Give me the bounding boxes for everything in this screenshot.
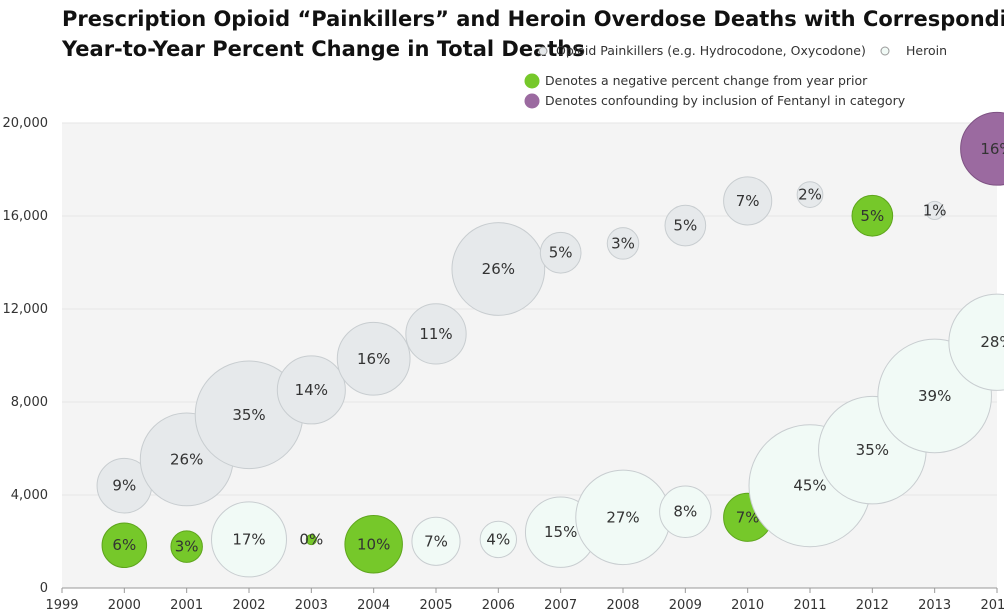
opioid-bubble-label-2006: 26% [482, 260, 515, 278]
heroin-bubble-2002 [211, 501, 287, 578]
series-opioid: 9% 26% 35% 14% 16% 11% 26% 5% 3% 5% 7% 2% 5% 1% 16% [96, 111, 1004, 514]
heroin-bubble-label-2007: 15% [544, 523, 577, 541]
heroin-bubble-label-2008: 27% [606, 508, 639, 526]
heroin-bubble-label-2014: 28% [980, 333, 1004, 351]
x-tick-label: 2002 [232, 598, 265, 613]
heroin-bubble-2014 [948, 293, 1004, 391]
heroin-bubble-label-2011: 45% [793, 477, 826, 495]
x-tick-label: 2006 [482, 598, 515, 613]
opioid-bubble-2014 [960, 111, 1004, 186]
x-tick-label: 2004 [357, 598, 390, 613]
x-tick-label: 2001 [170, 598, 203, 613]
heroin-bubble-label-2010: 7% [736, 508, 760, 526]
legend-negative-swatch [524, 73, 540, 89]
heroin-bubble-2009 [659, 485, 712, 538]
heroin-bubble-2004 [344, 515, 403, 574]
heroin-bubble-label-2013: 39% [918, 387, 951, 405]
opioid-bubble-2013 [925, 200, 945, 221]
heroin-bubble-label-2009: 8% [673, 503, 697, 521]
heroin-bubble-label-2005: 7% [424, 532, 448, 550]
y-axis-ticks: 0 4,000 8,000 12,000 16,000 20,000 [3, 116, 49, 596]
x-tick-label: 2011 [793, 598, 826, 613]
opioid-bubble-2009 [664, 204, 707, 247]
heroin-bubble-label-2004: 10% [357, 535, 390, 553]
legend-negative-label: Denotes a negative percent change from y… [545, 73, 868, 88]
chart-title: Prescription Opioid “Painkillers” and He… [62, 4, 1004, 64]
opioid-bubble-label-2008: 3% [611, 234, 635, 252]
opioid-bubble-label-2004: 16% [357, 350, 390, 368]
opioid-bubble-2007 [539, 231, 582, 274]
opioid-bubble-label-2012: 5% [860, 207, 884, 225]
opioid-bubble-label-2001: 26% [170, 450, 203, 468]
heroin-bubble-label-2002: 17% [232, 530, 265, 548]
x-tick-label: 2012 [856, 598, 889, 613]
opioid-bubble-2006 [451, 222, 546, 316]
chart-title-line-1: Prescription Opioid “Painkillers” and He… [62, 7, 1004, 31]
heroin-bubble-label-2000: 6% [112, 536, 136, 554]
opioid-bubble-2004 [336, 321, 411, 396]
legend-opioid-label: Opioid Painkillers (e.g. Hydrocodone, Ox… [556, 43, 866, 58]
y-tick-label: 12,000 [3, 302, 49, 317]
legend-opioid-swatch [538, 46, 548, 56]
heroin-bubble-label-2006: 4% [486, 530, 510, 548]
y-tick-label: 16,000 [3, 209, 49, 224]
legend: Opioid Painkillers (e.g. Hydrocodone, Ox… [524, 43, 947, 109]
heroin-bubble-label-2012: 35% [856, 441, 889, 459]
opioid-bubble-2012 [851, 194, 894, 237]
y-tick-label: 4,000 [11, 488, 48, 503]
x-tick-label: 2010 [731, 598, 764, 613]
opioid-bubble-2003 [276, 355, 346, 425]
x-tick-label: 2009 [669, 598, 702, 613]
heroin-bubble-2005 [411, 516, 461, 566]
opioid-bubble-label-2010: 7% [736, 192, 760, 210]
heroin-bubble-2001 [170, 530, 203, 563]
opioid-bubble-2010 [723, 176, 773, 226]
chart-title-line-2: Year-to-Year Percent Change in Total Dea… [62, 37, 585, 61]
opioid-bubble-2008 [606, 227, 640, 260]
x-tick-label: 2005 [419, 598, 452, 613]
x-tick-label: 2013 [918, 598, 951, 613]
opioid-bubble-label-2009: 5% [673, 217, 697, 235]
x-tick-label: 2000 [108, 598, 141, 613]
opioid-bubble-label-2000: 9% [112, 477, 136, 495]
opioid-bubble-label-2002: 35% [232, 406, 265, 424]
x-axis-ticks: 1999 2000 2001 2002 2003 2004 2005 2006 2007 2008… [45, 588, 1004, 613]
heroin-bubble-label-2003: 0% [299, 531, 323, 549]
legend-heroin-swatch [880, 46, 890, 56]
opioid-bubble-label-2011: 2% [798, 186, 822, 204]
opioid-bubble-2005 [405, 303, 467, 365]
opioid-bubble-label-2007: 5% [549, 244, 573, 262]
x-tick-label: 2014 [980, 598, 1004, 613]
heroin-bubble-2003 [305, 534, 317, 546]
x-tick-label: 1999 [45, 598, 78, 613]
heroin-bubble-2000 [101, 522, 148, 568]
x-tick-label: 2008 [606, 598, 639, 613]
heroin-bubble-2006 [479, 520, 518, 559]
opioid-bubble-label-2005: 11% [419, 325, 452, 343]
legend-fentanyl-label: Denotes confounding by inclusion of Fent… [545, 93, 906, 108]
heroin-bubble-label-2001: 3% [175, 538, 199, 556]
x-tick-label: 2003 [295, 598, 328, 613]
y-tick-label: 20,000 [3, 116, 49, 131]
opioid-bubble-label-2013: 1% [923, 201, 947, 219]
legend-fentanyl-swatch [524, 93, 540, 109]
series-heroin: 6% 3% 17% 0% 10% 7% 4% 15% 27% 8% 7% 45% 35% 39% 28% [101, 293, 1004, 578]
x-tick-label: 2007 [544, 598, 577, 613]
opioid-bubble-label-2003: 14% [295, 381, 328, 399]
y-tick-label: 8,000 [11, 395, 48, 410]
y-tick-label: 0 [40, 581, 48, 596]
bubbles: 9% 26% 35% 14% 16% 11% 26% 5% 3% 5% 7% 2% 5% 1% 16% 6% 3… [96, 111, 1004, 578]
opioid-bubble-label-2014: 16% [980, 140, 1004, 158]
opioid-bubble-2011 [796, 181, 824, 208]
legend-heroin-label: Heroin [906, 43, 947, 58]
